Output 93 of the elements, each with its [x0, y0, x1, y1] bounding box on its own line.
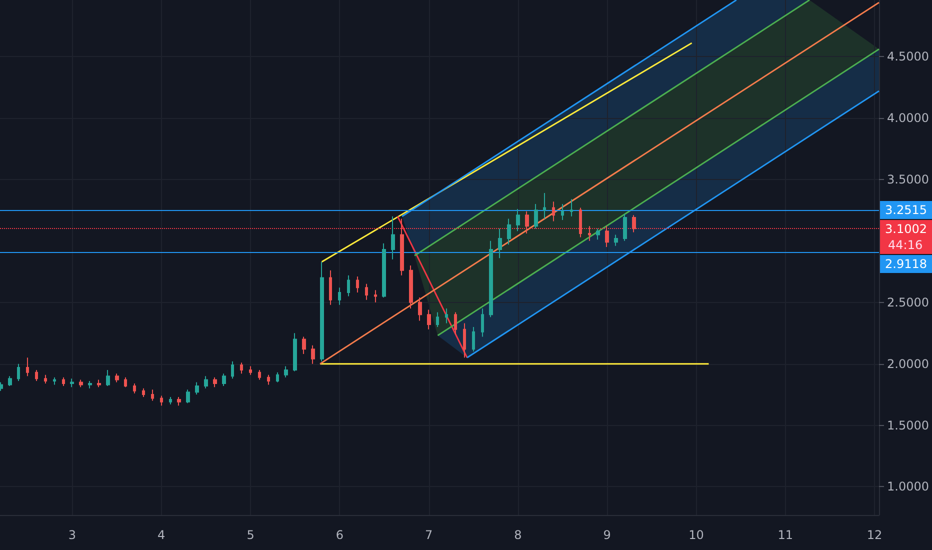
- candlestick: [320, 261, 324, 362]
- candlestick: [222, 373, 226, 386]
- candlestick: [338, 287, 341, 306]
- y-tick-label: 4.0000: [887, 110, 930, 125]
- candlestick: [481, 308, 484, 338]
- candlestick: [454, 312, 457, 335]
- candlestick: [97, 379, 101, 388]
- x-tick-label: 7: [424, 528, 433, 542]
- candlestick: [160, 395, 163, 406]
- candlestick: [240, 362, 243, 374]
- candlestick: [231, 360, 234, 380]
- candlestick: [356, 276, 359, 294]
- candlestick: [8, 376, 12, 386]
- y-tick-label: 1.0000: [887, 480, 930, 494]
- candlestick: [409, 264, 413, 310]
- candlestick: [391, 216, 395, 260]
- x-tick-label: 5: [246, 528, 254, 542]
- candlestick: [133, 382, 136, 394]
- candlestick: [258, 369, 261, 380]
- candlestick: [498, 228, 502, 259]
- candlestick: [605, 226, 609, 248]
- candlestick: [17, 363, 20, 382]
- candlestick: [267, 374, 270, 386]
- candlestick: [472, 326, 475, 352]
- candlestick: [213, 376, 217, 388]
- candlestick: [614, 234, 618, 246]
- ref-line-label: 3.2515: [885, 202, 927, 217]
- candlestick: [284, 366, 288, 378]
- candlestick: [489, 240, 493, 318]
- candlestick: [151, 389, 154, 402]
- candlestick: [588, 226, 591, 242]
- candlestick: [204, 376, 208, 389]
- ref-line-label: 2.9118: [885, 256, 927, 271]
- candlestick: [516, 208, 520, 232]
- candlestick: [525, 210, 529, 234]
- candlestick: [427, 309, 431, 330]
- text: 44:16: [888, 238, 923, 252]
- candlestick: [249, 366, 252, 376]
- candlestick: [115, 373, 119, 383]
- x-tick-label: 12: [866, 528, 882, 542]
- candlestick: [400, 218, 404, 276]
- candlestick: [186, 389, 190, 404]
- candlestick: [293, 332, 297, 372]
- candlestick: [463, 322, 466, 358]
- candlestick: [436, 312, 439, 328]
- x-tick-label: 10: [688, 528, 704, 542]
- candlestick: [311, 344, 315, 364]
- y-tick-label: 4.5000: [887, 50, 930, 64]
- candlestick: [418, 296, 422, 322]
- candlestick: [579, 207, 582, 238]
- candlestick: [632, 214, 636, 233]
- candlestick: [70, 378, 74, 388]
- candlestick: [177, 396, 181, 406]
- x-tick-label: 11: [778, 528, 794, 542]
- y-tick-label: 3.5000: [887, 172, 930, 186]
- candlestick: [561, 204, 564, 221]
- candlestick: [195, 382, 199, 396]
- x-tick-label: 8: [514, 528, 522, 542]
- candlestick: [276, 372, 279, 383]
- candlestick: [106, 369, 110, 386]
- candlestick: [374, 290, 377, 303]
- candlestick: [382, 242, 386, 298]
- candlestick: [365, 283, 368, 300]
- candlestick: [623, 213, 627, 242]
- candlestick: [124, 376, 127, 388]
- x-tick-label: 3: [68, 528, 76, 542]
- candlestick: [329, 270, 332, 306]
- candlestick: [44, 374, 47, 384]
- y-tick-label: 2.0000: [887, 356, 930, 371]
- candlestick: [445, 308, 448, 324]
- candlestick: [88, 380, 92, 389]
- candlestick: [142, 388, 145, 398]
- candlestick: [53, 376, 56, 386]
- candlestick: [552, 201, 555, 222]
- x-tick-label: 4: [158, 528, 166, 542]
- y-tick-label: 1.5000: [887, 418, 930, 432]
- candlestick: [79, 379, 83, 388]
- candlestick: [534, 204, 538, 230]
- candlestick: [570, 198, 573, 217]
- candlestick: [0, 382, 3, 392]
- x-tick-label: 6: [336, 528, 344, 542]
- candlestick: [347, 274, 350, 297]
- candlestick: [596, 228, 600, 240]
- ref-line-label: 3.1002: [885, 222, 927, 236]
- candlestick: [169, 396, 172, 405]
- y-tick-label: 2.5000: [887, 295, 930, 310]
- candlestick: [543, 192, 546, 220]
- x-tick-label: 9: [603, 528, 611, 542]
- candlestick: [26, 357, 29, 377]
- candlestick: [507, 218, 511, 246]
- candlestick: [302, 336, 306, 354]
- candlestick: [62, 376, 65, 386]
- candlestick: [35, 369, 38, 382]
